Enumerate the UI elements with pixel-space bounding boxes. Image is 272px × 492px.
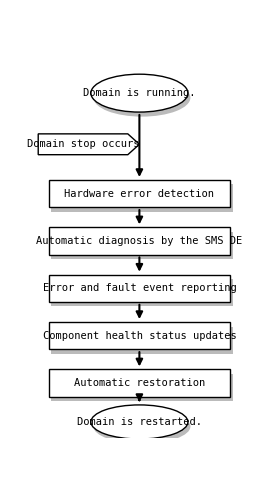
Ellipse shape [94,409,190,444]
FancyBboxPatch shape [51,327,233,354]
FancyBboxPatch shape [49,322,230,349]
Text: Error and fault event reporting: Error and fault event reporting [42,283,236,293]
FancyBboxPatch shape [49,369,230,397]
Text: Domain is restarted.: Domain is restarted. [77,417,202,427]
Text: Domain is running.: Domain is running. [83,88,196,98]
FancyBboxPatch shape [49,275,230,302]
FancyBboxPatch shape [51,279,233,307]
Text: Domain stop occurs: Domain stop occurs [27,139,139,149]
Ellipse shape [94,79,190,117]
Text: Automatic diagnosis by the SMS DE: Automatic diagnosis by the SMS DE [36,236,243,246]
FancyBboxPatch shape [49,180,230,207]
Text: Component health status updates: Component health status updates [42,331,236,340]
FancyBboxPatch shape [49,227,230,254]
FancyBboxPatch shape [51,374,233,401]
Ellipse shape [91,405,188,439]
Ellipse shape [91,74,188,112]
Text: Hardware error detection: Hardware error detection [64,188,214,199]
Text: Automatic restoration: Automatic restoration [74,378,205,388]
Polygon shape [38,134,140,154]
FancyBboxPatch shape [51,232,233,259]
FancyBboxPatch shape [51,184,233,212]
